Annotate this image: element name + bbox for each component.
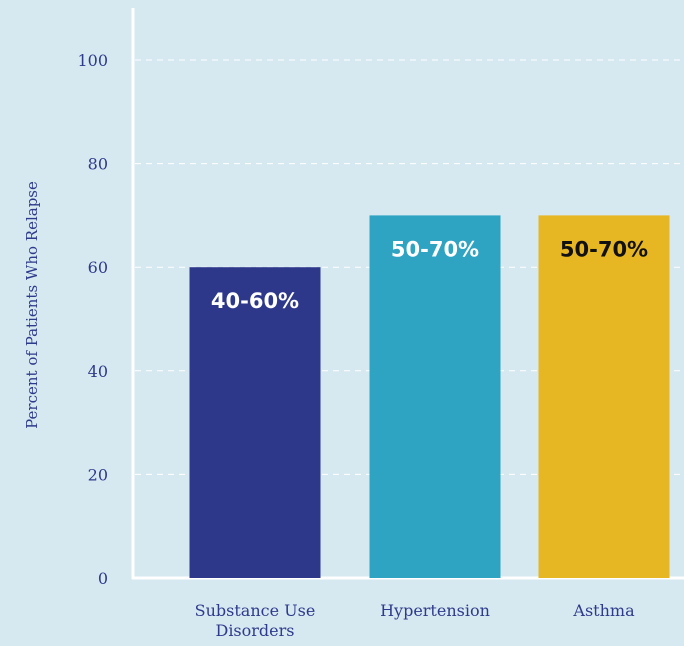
y-tick-label: 100 [77, 51, 108, 70]
bar [189, 267, 321, 578]
x-category-label: Hypertension [380, 601, 490, 620]
x-category-label: Substance Use [195, 601, 316, 620]
bar [369, 215, 501, 578]
y-tick-label: 80 [88, 155, 108, 174]
bar-data-label: 50-70% [391, 237, 479, 261]
y-tick-label: 40 [88, 362, 108, 381]
x-category-label: Disorders [215, 621, 294, 640]
label-layer: 0 20 40 60 80 100 40-60% Substance UseDisorders… [23, 51, 648, 640]
y-tick-label: 60 [88, 258, 108, 277]
x-category-label: Asthma [572, 601, 635, 620]
y-axis-label: Percent of Patients Who Relapse [23, 181, 41, 429]
y-tick-label: 20 [88, 465, 108, 484]
y-tick-label: 0 [98, 569, 108, 588]
bar [538, 215, 670, 578]
bar-data-label: 40-60% [211, 289, 299, 313]
bar-layer [189, 215, 670, 578]
bar-data-label: 50-70% [560, 237, 648, 261]
